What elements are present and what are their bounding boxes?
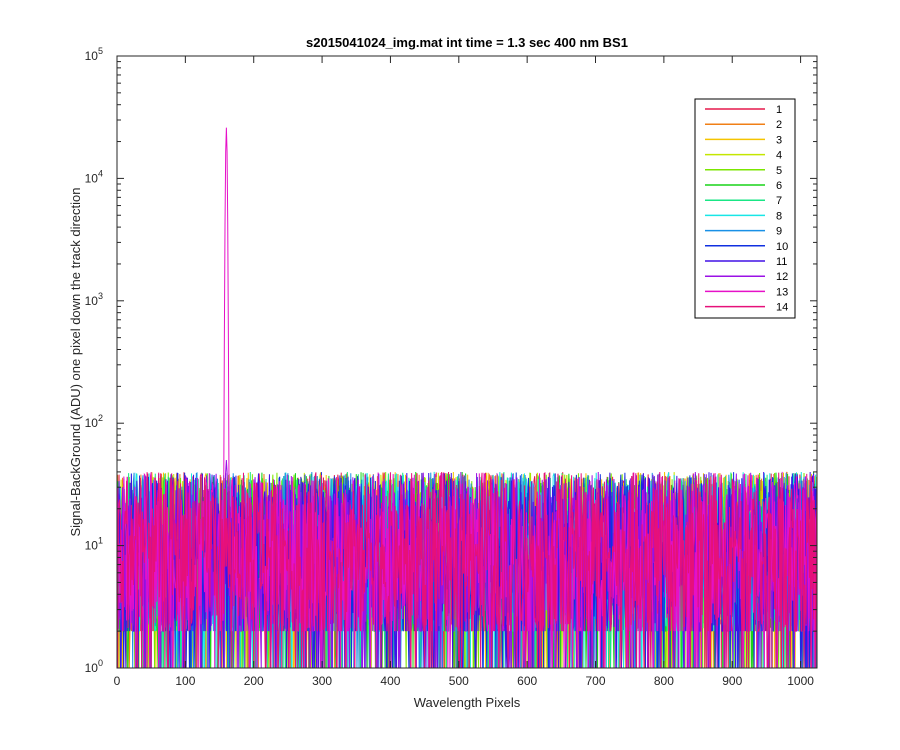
legend-label-10: 10 — [776, 241, 788, 253]
y-tick-label: 102 — [85, 413, 103, 430]
x-tick-label: 1000 — [787, 674, 814, 688]
x-tick-label: 400 — [380, 674, 400, 688]
y-tick-label: 100 — [85, 658, 103, 675]
x-tick-label: 600 — [517, 674, 537, 688]
x-tick-label: 800 — [654, 674, 674, 688]
y-tick-label: 103 — [85, 291, 103, 308]
y-tick-label: 104 — [85, 168, 103, 185]
x-tick-label: 700 — [586, 674, 606, 688]
legend-label-8: 8 — [776, 210, 782, 222]
x-tick-label: 900 — [722, 674, 742, 688]
x-tick-label: 100 — [175, 674, 195, 688]
chart-title: s2015041024_img.mat int time = 1.3 sec 4… — [306, 35, 628, 50]
legend-label-6: 6 — [776, 180, 782, 192]
x-tick-label: 0 — [114, 674, 121, 688]
legend-label-12: 12 — [776, 271, 788, 283]
y-axis-label: Signal-BackGround (ADU) one pixel down t… — [68, 187, 83, 536]
series-layer — [116, 127, 818, 669]
legend-label-7: 7 — [776, 195, 782, 207]
y-tick-label: 101 — [85, 536, 103, 553]
legend-label-13: 13 — [776, 286, 788, 298]
legend-label-5: 5 — [776, 165, 782, 177]
x-axis: 0 100 200 300 400 500 600 700 800 900 1000 — [114, 56, 814, 688]
x-tick-label: 300 — [312, 674, 332, 688]
legend-label-11: 11 — [776, 256, 787, 268]
legend-label-14: 14 — [776, 302, 788, 314]
legend-label-1: 1 — [776, 104, 782, 116]
legend-label-4: 4 — [776, 150, 782, 162]
legend-box — [694, 98, 796, 319]
series-line-14 — [116, 472, 818, 669]
x-tick-label: 200 — [244, 674, 264, 688]
x-tick-label: 500 — [449, 674, 469, 688]
plot-frame — [116, 55, 818, 669]
x-axis-label: Wavelength Pixels — [414, 695, 521, 710]
legend-label-9: 9 — [776, 226, 782, 238]
legend-label-2: 2 — [776, 119, 782, 131]
y-tick-label: 105 — [85, 46, 103, 63]
legend-label-3: 3 — [776, 134, 782, 146]
